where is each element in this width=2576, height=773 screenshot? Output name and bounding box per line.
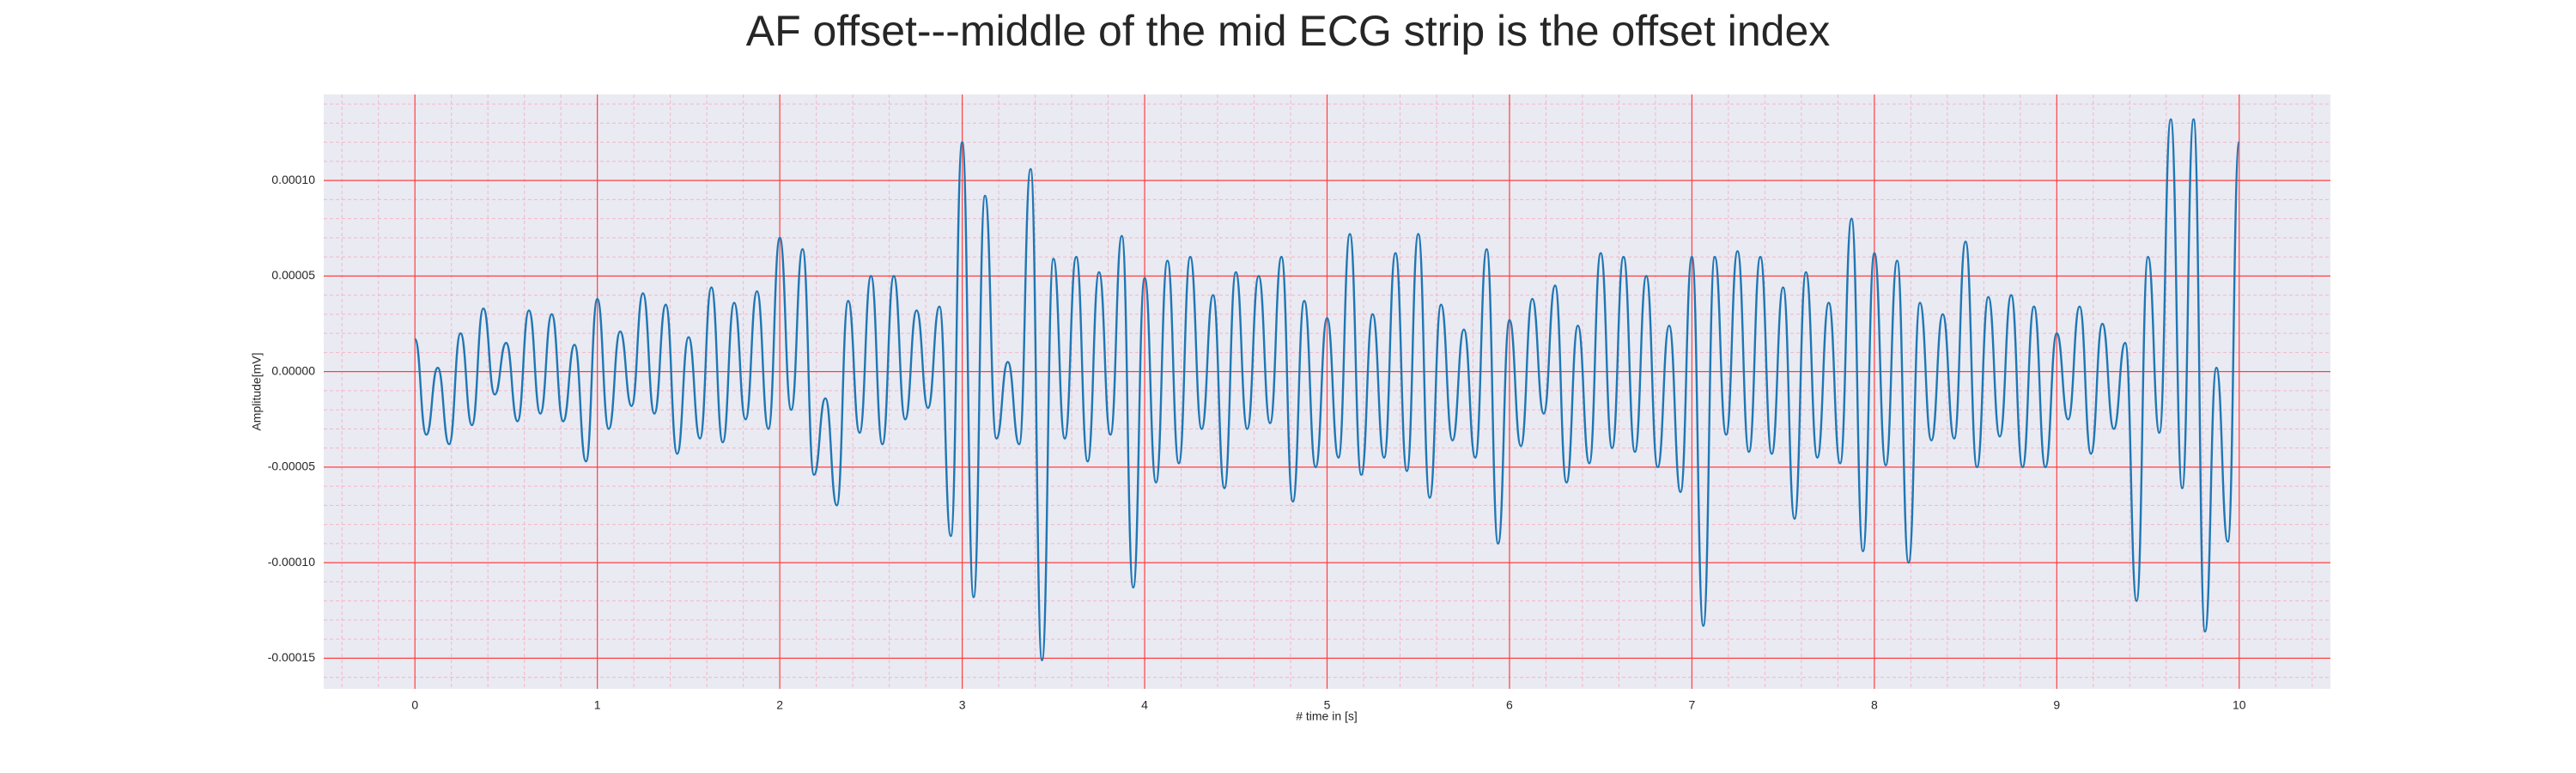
x-tick-label: 3 bbox=[959, 698, 966, 712]
y-tick-label: -0.00010 bbox=[268, 555, 315, 569]
x-tick-label: 10 bbox=[2233, 698, 2246, 712]
x-tick-label: 6 bbox=[1506, 698, 1513, 712]
x-tick-label: 7 bbox=[1689, 698, 1696, 712]
y-tick-label: 0.00005 bbox=[271, 268, 315, 282]
y-tick-label: 0.00000 bbox=[271, 363, 315, 377]
y-axis-label: Amplitude[mV] bbox=[250, 352, 264, 430]
x-tick-label: 5 bbox=[1324, 698, 1331, 712]
y-tick-label: -0.00015 bbox=[268, 650, 315, 664]
x-tick-label: 1 bbox=[594, 698, 601, 712]
x-tick-label: 9 bbox=[2053, 698, 2060, 712]
line bbox=[414, 118, 2240, 661]
x-tick-label: 0 bbox=[411, 698, 418, 712]
x-tick-label: 4 bbox=[1141, 698, 1148, 712]
y-tick-label: -0.00005 bbox=[268, 460, 315, 473]
x-tick-label: 2 bbox=[776, 698, 783, 712]
x-axis-label: # time in [s] bbox=[1296, 709, 1358, 723]
chart-title: AF offset---middle of the mid ECG strip … bbox=[746, 7, 1831, 55]
y-tick-label: 0.00010 bbox=[271, 173, 315, 186]
x-tick-label: 8 bbox=[1871, 698, 1878, 712]
